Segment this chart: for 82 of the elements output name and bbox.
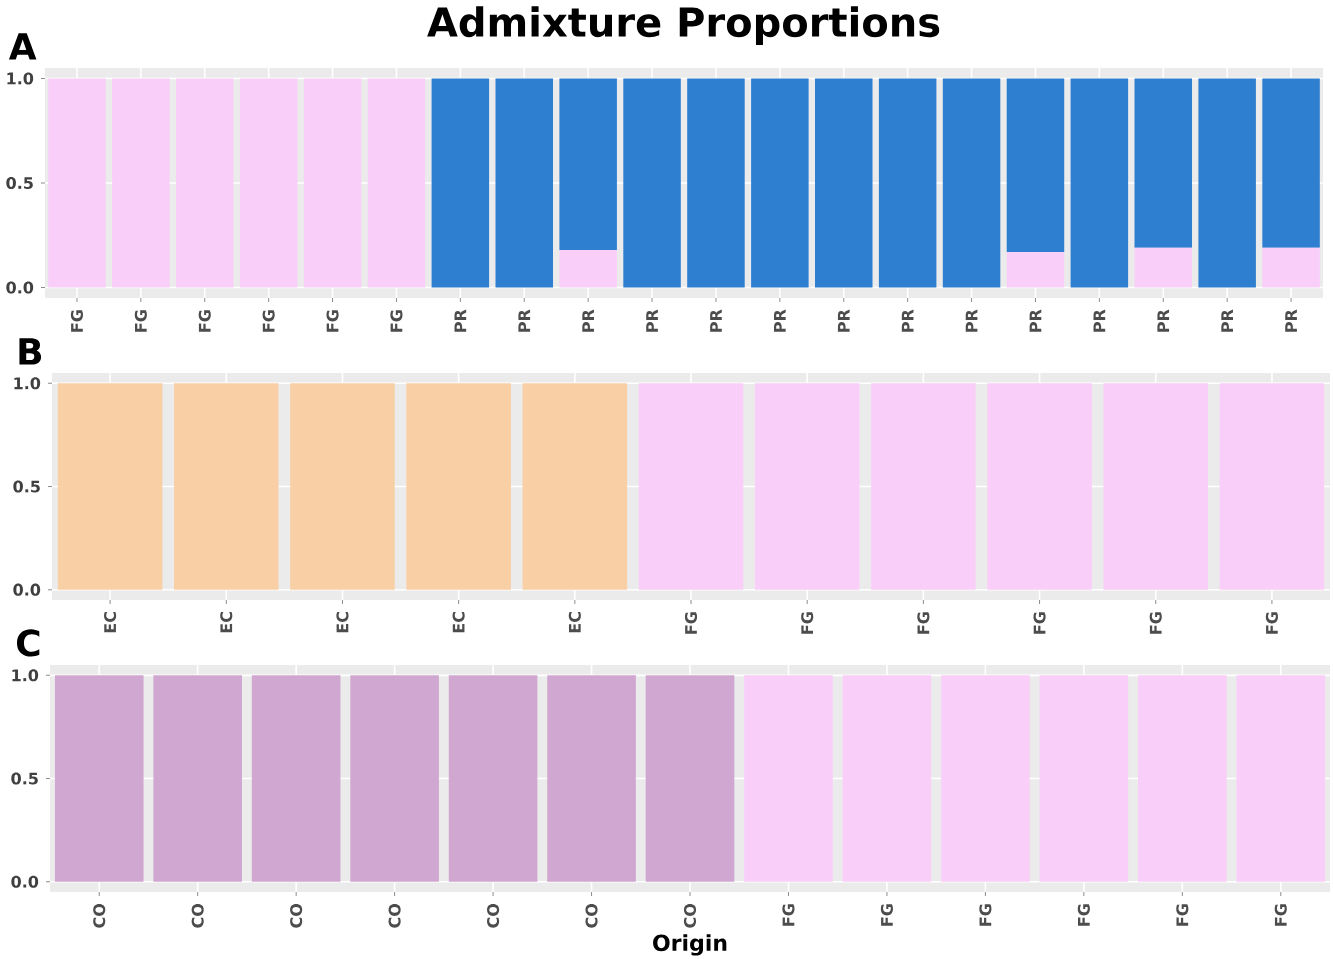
text: B	[19, 338, 42, 365]
x-tick-label: PR	[965, 309, 978, 332]
x-tick-label: FG	[1033, 612, 1046, 634]
x-tick-label: FG	[134, 310, 147, 332]
x-tick-label: FG	[782, 904, 795, 926]
x-tick-label: PR	[837, 309, 850, 332]
chart-title: Admixture Proportions	[427, 6, 940, 45]
x-tick-label: CO	[683, 903, 697, 928]
bar	[48, 78, 106, 288]
x-tick-label: CO	[388, 903, 401, 928]
x-tick-label: EC	[568, 612, 581, 633]
y-tick-label: 0.5	[11, 772, 38, 785]
bar	[1134, 247, 1193, 288]
x-tick-label: CO	[487, 903, 500, 928]
x-tick-label: PR	[646, 309, 658, 332]
y-tick-label: 0.0	[11, 875, 39, 888]
y-tick-label: 0.5	[13, 480, 40, 493]
bar	[942, 78, 1001, 288]
x-tick-label: FG	[1176, 904, 1189, 926]
x-tick-label: PR	[1221, 309, 1233, 332]
bar	[687, 78, 745, 288]
bar	[431, 78, 490, 288]
bar	[239, 78, 298, 288]
x-axis-title: Origin	[653, 934, 727, 956]
bar	[175, 78, 234, 288]
x-tick-label: CO	[191, 903, 204, 928]
bar	[559, 249, 617, 288]
bar	[112, 78, 170, 288]
x-tick-label: EC	[220, 612, 233, 633]
x-tick-label: PR	[710, 309, 722, 332]
y-tick-label: 1.0	[7, 72, 34, 85]
x-tick-label: FG	[1274, 904, 1287, 926]
y-tick-label: 1.0	[14, 377, 41, 390]
bar	[1006, 78, 1065, 252]
bar	[303, 78, 362, 288]
x-tick-label: FG	[801, 612, 814, 634]
bar	[878, 78, 937, 288]
y-tick-label: 0.0	[13, 583, 41, 596]
y-tick-label: 0.5	[6, 176, 33, 190]
text: C	[16, 629, 40, 657]
bar	[1262, 78, 1320, 248]
x-tick-label: FG	[684, 612, 698, 634]
x-tick-label: FG	[1077, 904, 1090, 926]
x-tick-label: EC	[104, 612, 117, 633]
bar	[1006, 252, 1065, 288]
bar	[495, 78, 554, 288]
x-tick-label: PR	[518, 309, 531, 332]
x-tick-label: FG	[917, 612, 930, 634]
x-tick-label: PR	[1157, 309, 1170, 332]
bar	[751, 78, 809, 288]
bar	[1262, 247, 1320, 288]
bar	[1198, 78, 1256, 288]
x-tick-label: PR	[901, 309, 914, 332]
bar	[367, 78, 426, 288]
x-tick-label: FG	[1149, 612, 1162, 634]
x-tick-label: CO	[290, 903, 303, 928]
x-tick-label: PR	[454, 309, 467, 332]
bar	[559, 78, 617, 250]
x-tick-label: CO	[93, 903, 106, 928]
x-tick-label: FG	[390, 310, 403, 332]
x-tick-label: PR	[1285, 309, 1297, 332]
bar	[623, 78, 681, 288]
x-tick-label: PR	[582, 309, 594, 332]
x-tick-label: EC	[452, 612, 465, 633]
x-tick-label: EC	[336, 612, 349, 633]
x-tick-label: FG	[198, 310, 211, 332]
x-tick-label: FG	[979, 904, 992, 926]
text: A	[8, 33, 37, 60]
x-tick-label: FG	[1265, 612, 1278, 634]
x-tick-label: FG	[880, 904, 893, 926]
bar	[815, 78, 873, 288]
x-tick-label: FG	[70, 310, 83, 332]
bar	[1134, 78, 1193, 248]
x-tick-label: CO	[585, 903, 598, 928]
x-tick-label: PR	[1029, 309, 1042, 332]
x-tick-label: FG	[326, 310, 339, 332]
x-tick-label: PR	[1093, 309, 1106, 332]
bar	[1070, 78, 1129, 288]
x-tick-label: PR	[774, 309, 786, 332]
x-tick-label: FG	[262, 310, 275, 332]
y-tick-label: 0.0	[6, 281, 34, 294]
y-tick-label: 1.0	[12, 669, 39, 682]
